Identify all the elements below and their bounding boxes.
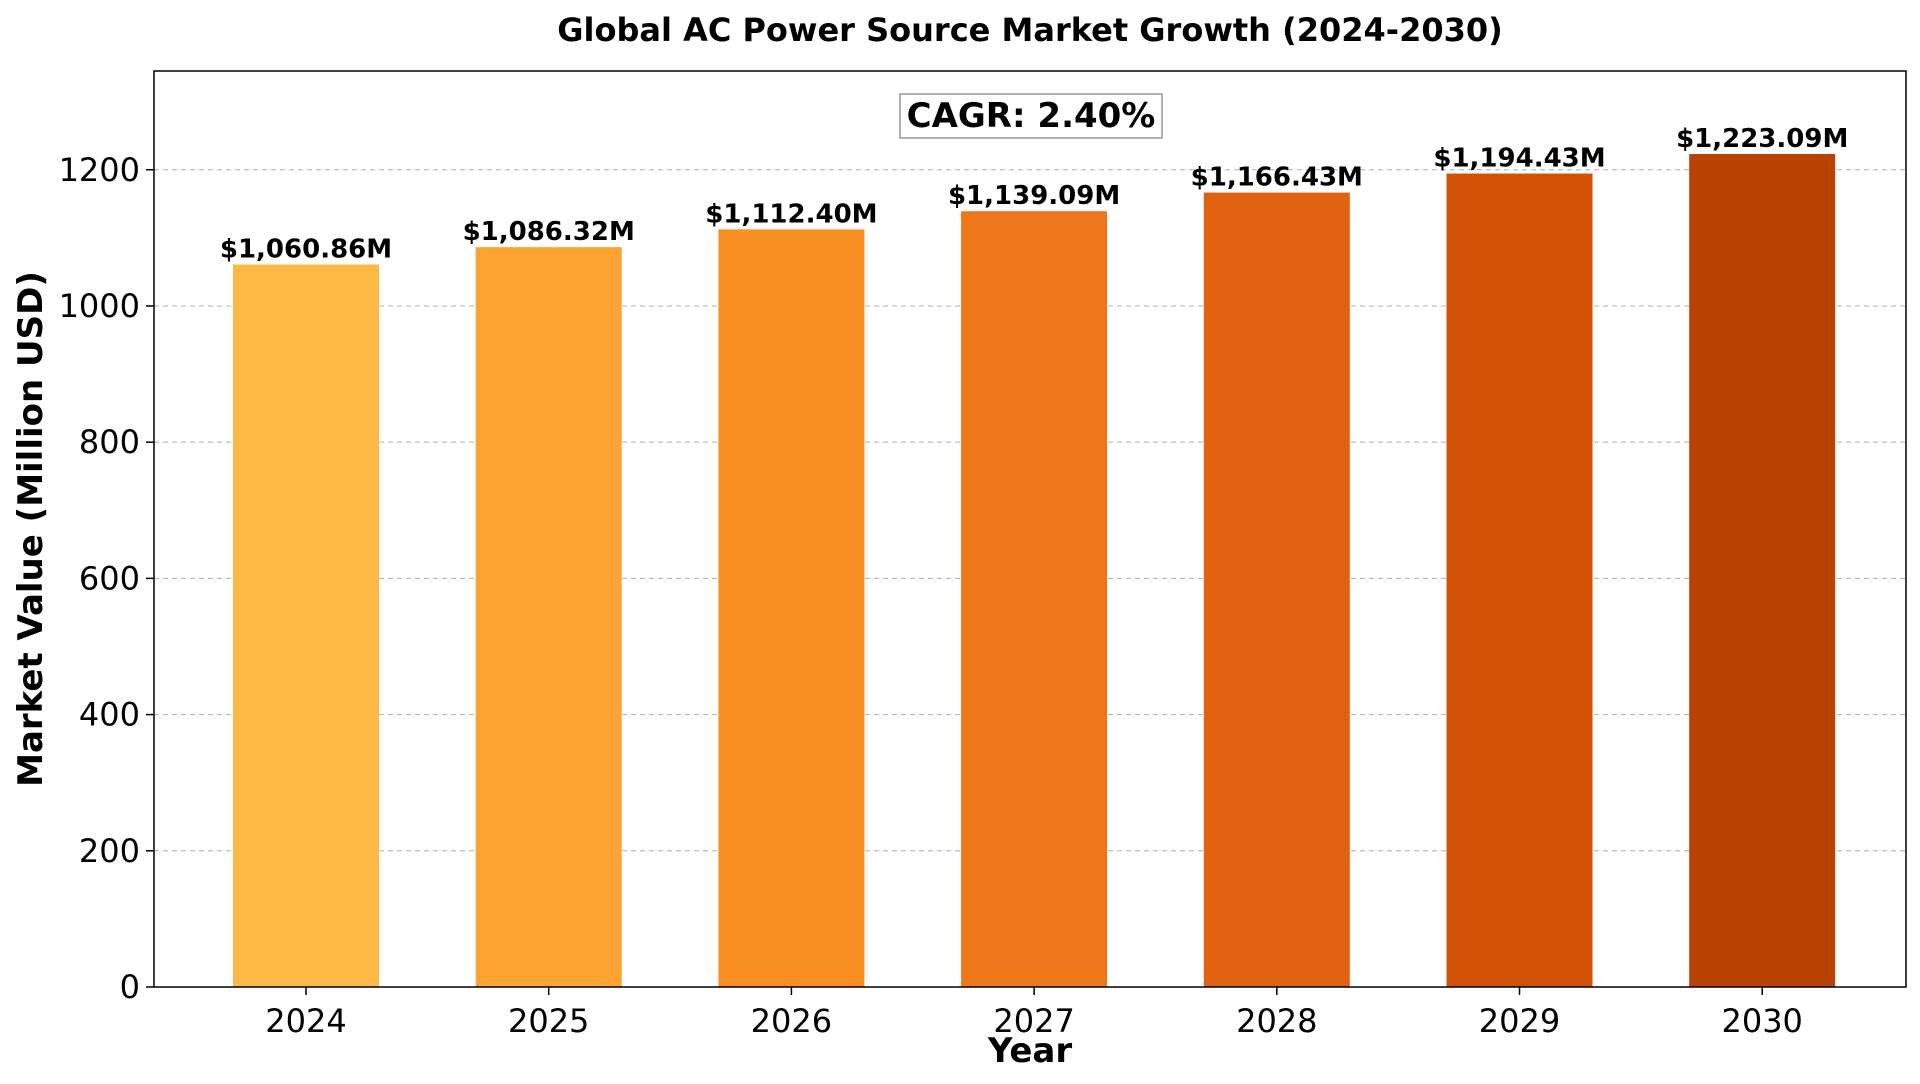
bars (233, 154, 1836, 988)
bar-2029 (1446, 173, 1593, 988)
data-labels: $1,060.86M $1,086.32M $1,112.40M $1,139.09M… (220, 124, 1848, 264)
x-axis: 2024 2025 2026 2027 2028 2029 2030 (265, 987, 1803, 1040)
y-tick-label: 600 (79, 559, 140, 597)
x-tick-label-2030: 2030 (1721, 1002, 1802, 1040)
bar-2025 (475, 247, 622, 988)
chart-title: Global AC Power Source Market Growth (20… (557, 11, 1503, 49)
y-tick-label: 0 (120, 968, 140, 1006)
y-tick-label: 400 (79, 696, 140, 734)
bar-2028 (1203, 192, 1350, 988)
x-tick-label-2024: 2024 (265, 1002, 346, 1040)
data-label-2026: $1,112.40M (705, 199, 877, 229)
y-axis-label: Market Value (Million USD) (11, 271, 51, 787)
data-label-2029: $1,194.43M (1433, 144, 1605, 174)
cagr-text: CAGR: 2.40% (907, 96, 1156, 136)
x-tick-label-2025: 2025 (508, 1002, 589, 1040)
data-label-2027: $1,139.09M (948, 181, 1120, 211)
bar-2027 (961, 211, 1108, 987)
bar-2026 (718, 229, 865, 988)
x-tick-label-2026: 2026 (751, 1002, 832, 1040)
data-label-2030: $1,223.09M (1676, 124, 1848, 154)
data-label-2028: $1,166.43M (1191, 163, 1363, 193)
x-tick-label-2027: 2027 (993, 1002, 1074, 1040)
y-axis: 0 200 400 600 800 1000 1200 (59, 151, 154, 1006)
cagr-annotation: CAGR: 2.40% (899, 93, 1163, 139)
x-tick-label-2028: 2028 (1236, 1002, 1317, 1040)
data-label-2025: $1,086.32M (463, 217, 635, 247)
bar-2024 (233, 264, 379, 987)
x-tick-label-2029: 2029 (1479, 1002, 1560, 1040)
data-label-2024: $1,060.86M (220, 235, 392, 265)
y-tick-label: 800 (79, 423, 140, 461)
y-tick-label: 1200 (59, 151, 140, 189)
x-axis-label: Year (987, 1031, 1073, 1071)
plot-frame (153, 70, 1907, 988)
y-tick-label: 200 (79, 832, 140, 870)
bar-2030 (1689, 154, 1836, 987)
y-tick-label: 1000 (59, 287, 140, 325)
